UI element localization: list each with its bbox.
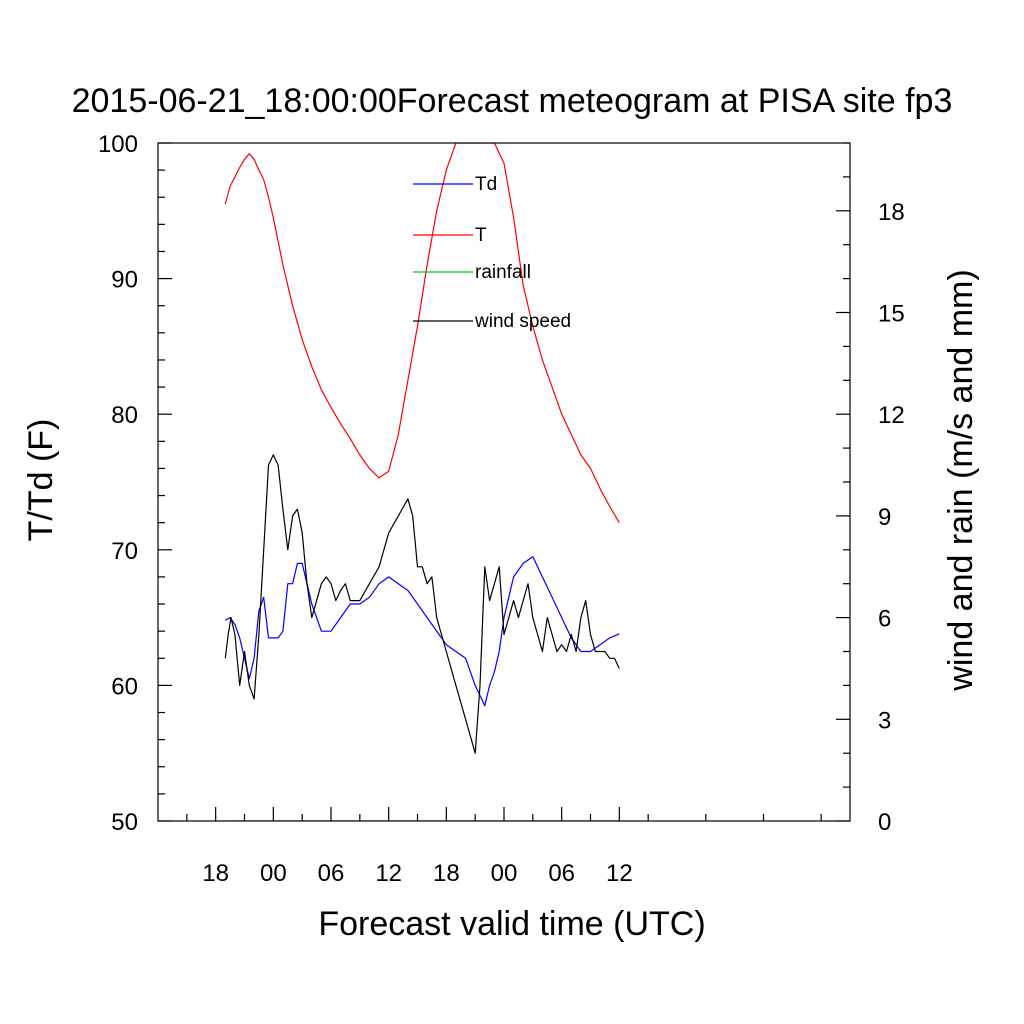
- chart-title: 2015-06-21_18:00:00Forecast meteogram at…: [72, 82, 953, 120]
- x-axis-label: Forecast valid time (UTC): [318, 905, 705, 943]
- left-y-tick-label: 60: [111, 673, 138, 700]
- legend-label-t: T: [475, 225, 487, 246]
- plot-frame: [157, 142, 851, 822]
- left-y-axis-label: T/Td (F): [22, 419, 60, 542]
- x-tick-label: 00: [260, 860, 287, 887]
- x-tick-label: 00: [491, 860, 518, 887]
- left-y-tick-label: 50: [111, 809, 138, 836]
- x-tick-label: 06: [548, 860, 575, 887]
- axes-layer: 18 00 06 12 18 00 06 12 50 60 70 80 90 100 0 3 6 9 12 15 18: [98, 131, 905, 887]
- right-y-tick-label: 0: [878, 809, 891, 836]
- right-y-tick-label: 18: [878, 199, 905, 226]
- left-y-tick-label: 80: [111, 402, 138, 429]
- x-tick-label: 12: [606, 860, 633, 887]
- series-line-t: [224, 143, 620, 524]
- series-line-td: [225, 555, 620, 707]
- legend-label-wind-speed: wind speed: [474, 311, 571, 332]
- right-y-tick-label: 3: [878, 707, 891, 734]
- left-y-tick-label: 70: [111, 538, 138, 565]
- x-tick-label: 18: [202, 860, 229, 887]
- legend-label-rainfall: rainfall: [475, 262, 531, 283]
- series-line-wind-speed: [224, 454, 620, 754]
- right-y-tick-label: 6: [878, 606, 891, 633]
- left-y-tick-label: 90: [111, 267, 138, 294]
- right-y-tick-label: 15: [878, 301, 905, 328]
- series-layer: [224, 143, 620, 821]
- x-tick-label: 18: [433, 860, 460, 887]
- left-y-tick-label: 100: [98, 131, 138, 158]
- x-tick-label: 12: [375, 860, 402, 887]
- legend-label-td: Td: [475, 174, 497, 195]
- x-tick-label: 06: [318, 860, 345, 887]
- right-y-tick-label: 9: [878, 504, 891, 531]
- right-y-axis-label: wind and rain (m/s and mm): [942, 269, 980, 691]
- right-y-tick-label: 12: [878, 402, 905, 429]
